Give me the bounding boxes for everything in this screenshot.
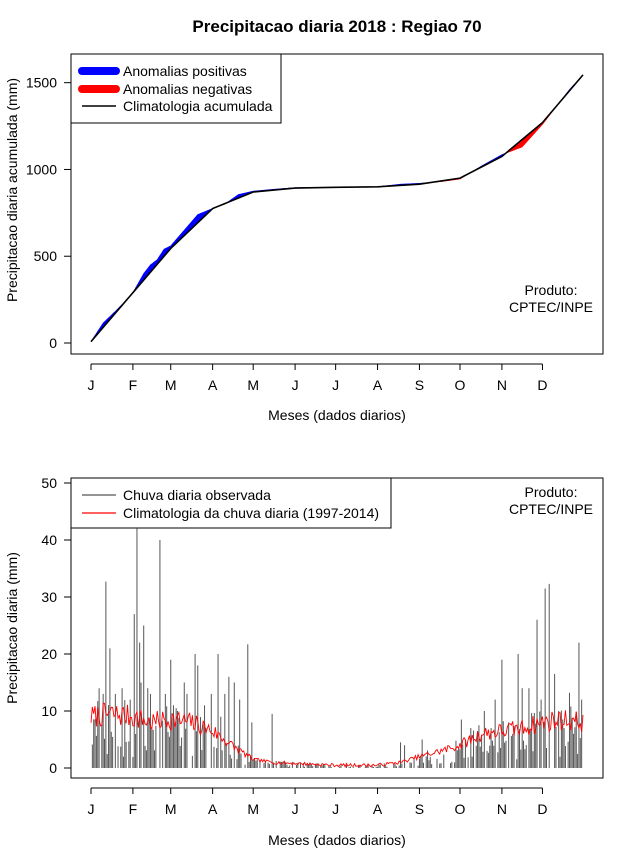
observed-daily-bars bbox=[91, 528, 583, 768]
panel1-legend: Anomalias positivas Anomalias negativas … bbox=[70, 53, 282, 124]
figure-title: Precipitacao diaria 2018 : Regiao 70 bbox=[192, 17, 481, 36]
x-tick-label: O bbox=[455, 377, 466, 393]
y-tick-label: 20 bbox=[41, 646, 57, 662]
x-tick-label: J bbox=[292, 801, 299, 817]
x-tick-label: M bbox=[247, 377, 259, 393]
legend-label-observed: Chuva diaria observada bbox=[123, 487, 271, 503]
x-tick-label: A bbox=[373, 801, 383, 817]
x-tick-label: O bbox=[455, 801, 466, 817]
x-tick-label: J bbox=[332, 801, 339, 817]
panel2-marks bbox=[90, 528, 584, 768]
y-tick-label: 10 bbox=[41, 703, 57, 719]
panel-daily: 0 10 20 30 40 50 J F M A M J J A S O N D Meses (dados di… bbox=[4, 475, 604, 848]
x-tick-label: S bbox=[415, 801, 424, 817]
x-tick-label: J bbox=[292, 377, 299, 393]
x-tick-label: M bbox=[165, 801, 177, 817]
panel1-product-label: Produto: bbox=[525, 282, 578, 298]
panel2-x-label: Meses (dados diarios) bbox=[268, 832, 406, 848]
x-tick-label: A bbox=[373, 377, 383, 393]
panel2-legend: Chuva diaria observada Climatologia da c… bbox=[70, 477, 392, 529]
panel2-y-axis: 0 10 20 30 40 50 bbox=[41, 475, 72, 776]
x-tick-label: M bbox=[247, 801, 259, 817]
x-tick-label: M bbox=[165, 377, 177, 393]
panel2-y-label: Precipitacao diaria (mm) bbox=[4, 552, 20, 704]
x-tick-label: S bbox=[415, 377, 424, 393]
x-tick-label: N bbox=[497, 801, 507, 817]
y-tick-label: 30 bbox=[41, 589, 57, 605]
y-tick-label: 50 bbox=[41, 475, 57, 491]
legend-label-clim-daily: Climatologia da chuva diaria (1997-2014) bbox=[123, 505, 379, 521]
x-tick-label: J bbox=[88, 377, 95, 393]
panel-cumulative: 0 500 1000 1500 J F M A M J J A S O N D Meses (dados d… bbox=[4, 53, 604, 423]
x-tick-label: F bbox=[129, 377, 138, 393]
panel1-marks bbox=[90, 74, 584, 343]
y-tick-label: 40 bbox=[41, 532, 57, 548]
x-tick-label: A bbox=[208, 377, 218, 393]
panel1-product-name: CPTEC/INPE bbox=[509, 299, 593, 315]
x-tick-label: D bbox=[537, 377, 547, 393]
panel2-product-label: Produto: bbox=[525, 484, 578, 500]
y-tick-label: 0 bbox=[49, 760, 57, 776]
y-tick-label: 500 bbox=[34, 248, 58, 264]
y-tick-label: 1000 bbox=[26, 161, 57, 177]
panel1-y-axis: 0 500 1000 1500 bbox=[26, 75, 72, 351]
legend-label-positive: Anomalias positivas bbox=[123, 63, 247, 79]
climatology-daily-line bbox=[90, 702, 584, 768]
legend-label-negative: Anomalias negativas bbox=[123, 81, 252, 97]
x-tick-label: N bbox=[497, 377, 507, 393]
x-tick-label: J bbox=[332, 377, 339, 393]
x-tick-label: A bbox=[208, 801, 218, 817]
x-tick-label: J bbox=[88, 801, 95, 817]
panel1-x-label: Meses (dados diarios) bbox=[268, 407, 406, 423]
panel2-legend-box bbox=[70, 477, 392, 529]
panel1-plot-area bbox=[90, 74, 584, 343]
panel1-y-label: Precipitacao diaria acumulada (mm) bbox=[4, 78, 20, 302]
y-tick-label: 1500 bbox=[26, 75, 57, 91]
climatology-cumulative-line bbox=[90, 74, 584, 343]
x-tick-label: D bbox=[537, 801, 547, 817]
x-tick-label: F bbox=[129, 801, 138, 817]
y-tick-label: 0 bbox=[49, 335, 57, 351]
panel2-product-name: CPTEC/INPE bbox=[509, 501, 593, 517]
legend-label-climatology: Climatologia acumulada bbox=[123, 98, 273, 114]
